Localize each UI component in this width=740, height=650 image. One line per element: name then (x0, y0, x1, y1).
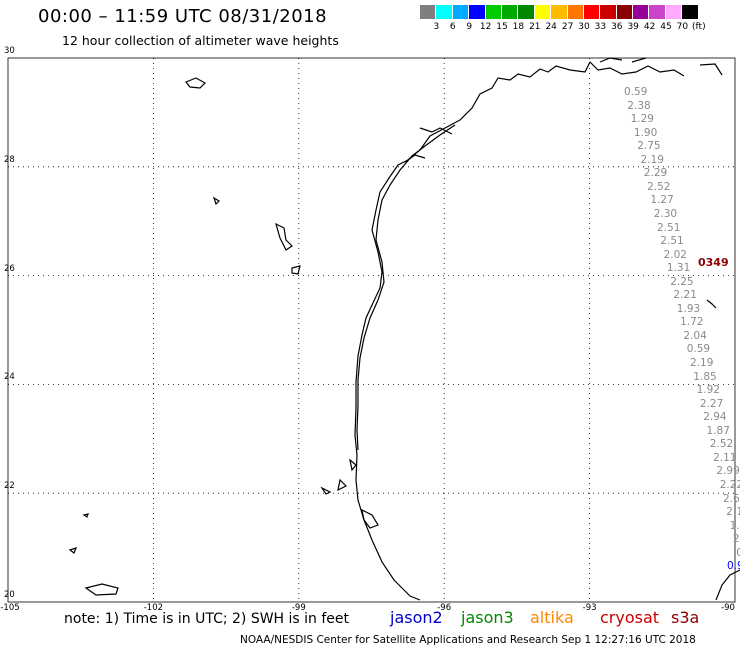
satellite-label-altika: altika (530, 608, 574, 627)
swh-value-label: 2.75 (637, 140, 661, 153)
legend-tick-label: 42 (643, 22, 656, 32)
legend-tick-label: 24 (545, 22, 557, 32)
longitude-label: -105 (0, 603, 20, 613)
coastline (68, 57, 740, 601)
legend-tick-label: 3 (433, 22, 440, 32)
legend-tick-label: 12 (479, 22, 492, 32)
legend-tick-label: 45 (660, 22, 672, 32)
legend-swatch (534, 5, 552, 19)
legend-swatch (600, 5, 617, 19)
legend-swatch (420, 5, 437, 19)
legend-swatch (436, 5, 453, 19)
page-subtitle: 12 hour collection of altimeter wave hei… (62, 33, 339, 48)
swh-value-label: 2.52 (647, 180, 671, 193)
legend-tick-label: (ft) (692, 22, 706, 32)
swh-value-label: 2.19 (640, 153, 664, 166)
satellite-label-cryosat: cryosat (600, 608, 660, 627)
swh-value-label: 1.93 (676, 302, 701, 315)
legend-swatch (518, 5, 535, 19)
legend-swatch (551, 5, 568, 19)
legend-swatch (469, 5, 486, 19)
wave-height-color-legend: 3 6 9 12 15 18 21 24 27 30 33 36 39 42 45 70 (ft) (420, 5, 706, 32)
legend-tick-label: 18 (512, 22, 525, 32)
legend-tick-label: 21 (529, 22, 541, 32)
swh-value-label: 0.59 (686, 343, 711, 356)
satellite-label-s3a: s3a (671, 608, 700, 627)
swh-value-label: 1.27 (650, 194, 674, 207)
swh-value-label: 1.92 (696, 384, 720, 397)
pass-time-label: 0349 (698, 256, 729, 269)
swh-value-label: 1.29 (630, 113, 654, 126)
legend-swatches (420, 5, 699, 19)
legend-swatch (665, 5, 683, 19)
legend-swatch (501, 5, 519, 19)
swh-value-label: 2.29 (643, 167, 668, 180)
swh-value-label: 1.73 (729, 519, 740, 532)
swh-value-label: 2.22 (719, 478, 740, 491)
legend-tick-label: 6 (449, 22, 456, 32)
lat-lon-grid (7, 57, 736, 603)
footer-credit: NOAA/NESDIS Center for Satellite Applica… (240, 634, 696, 646)
swh-value-label: 2.25 (670, 275, 694, 288)
legend-tick-label: 27 (561, 22, 574, 32)
legend-tick-label: 36 (611, 22, 623, 32)
latitude-label: 22 (4, 481, 15, 492)
swh-value-label: 1.90 (633, 126, 658, 139)
swh-value-label: 2.21 (673, 289, 697, 302)
swh-value-label: 2.17 (726, 506, 740, 519)
swh-value-label: 2.94 (703, 411, 727, 424)
latitude-label: 30 (4, 46, 15, 56)
map-frame (7, 57, 736, 603)
satellite-label-jason2: jason2 (390, 608, 443, 627)
latitude-label: 26 (4, 263, 15, 274)
legend-tick-label: 9 (466, 22, 473, 32)
swh-value-label: 2.67 (723, 492, 740, 505)
longitude-label: -96 (437, 603, 452, 613)
swh-value-label: 1.85 (693, 370, 717, 383)
swh-value-label: 1.31 (666, 262, 691, 275)
swh-value-label: 2.11 (713, 451, 737, 464)
longitude-label: -90 (721, 603, 735, 613)
latitude-label: 24 (4, 372, 15, 383)
legend-tick-labels: 3 6 9 12 15 18 21 24 27 30 33 36 39 42 45 70 (ft) (420, 22, 740, 34)
footer-note: note: 1) Time is in UTC; 2) SWH is in fe… (64, 611, 350, 627)
swh-value-label: 2.38 (627, 99, 651, 112)
swh-value-label: 2.04 (683, 329, 707, 342)
swh-value-label: 2.51 (657, 221, 681, 234)
legend-swatch (567, 5, 584, 19)
satellite-label-jason3: jason3 (461, 608, 514, 627)
swh-value-label: 2.19 (690, 357, 714, 369)
longitude-label: -93 (582, 603, 597, 613)
legend-swatch (583, 5, 601, 19)
legend-swatch (633, 5, 650, 19)
legend-swatch (616, 5, 634, 19)
legend-swatch (485, 5, 502, 19)
longitude-label: -102 (143, 603, 164, 613)
page-title: 00:00 – 11:59 UTC 08/31/2018 (38, 6, 328, 27)
swh-value-label: 0.5 (736, 546, 740, 559)
swh-value-label: 1.72 (680, 316, 704, 329)
legend-tick-label: 70 (676, 22, 689, 32)
latitude-label: 28 (4, 154, 15, 165)
swh-value-label: 2.52 (709, 438, 734, 451)
swh-value-label: 2.27 (699, 397, 724, 410)
legend-swatch (682, 5, 699, 19)
legend-tick-label: 33 (594, 22, 607, 32)
swh-value-label: 0.59 (624, 86, 648, 98)
swh-value-label: 2.30 (653, 207, 678, 220)
swh-value-label: 2.99 (716, 465, 740, 478)
legend-tick-label: 15 (496, 22, 508, 32)
swh-value-label: 2.31 (732, 533, 740, 546)
swh-value-label-last: 0.9 (727, 560, 740, 573)
legend-swatch (649, 5, 666, 19)
swh-value-label: 2.51 (660, 235, 684, 248)
longitude-label: -99 (291, 603, 306, 613)
legend-tick-label: 30 (578, 22, 590, 32)
latitude-label: 20 (4, 590, 15, 600)
legend-tick-label: 39 (627, 22, 639, 32)
swh-value-label: 2.02 (663, 248, 687, 261)
legend-swatch (452, 5, 470, 19)
swh-value-label: 1.87 (706, 424, 730, 437)
